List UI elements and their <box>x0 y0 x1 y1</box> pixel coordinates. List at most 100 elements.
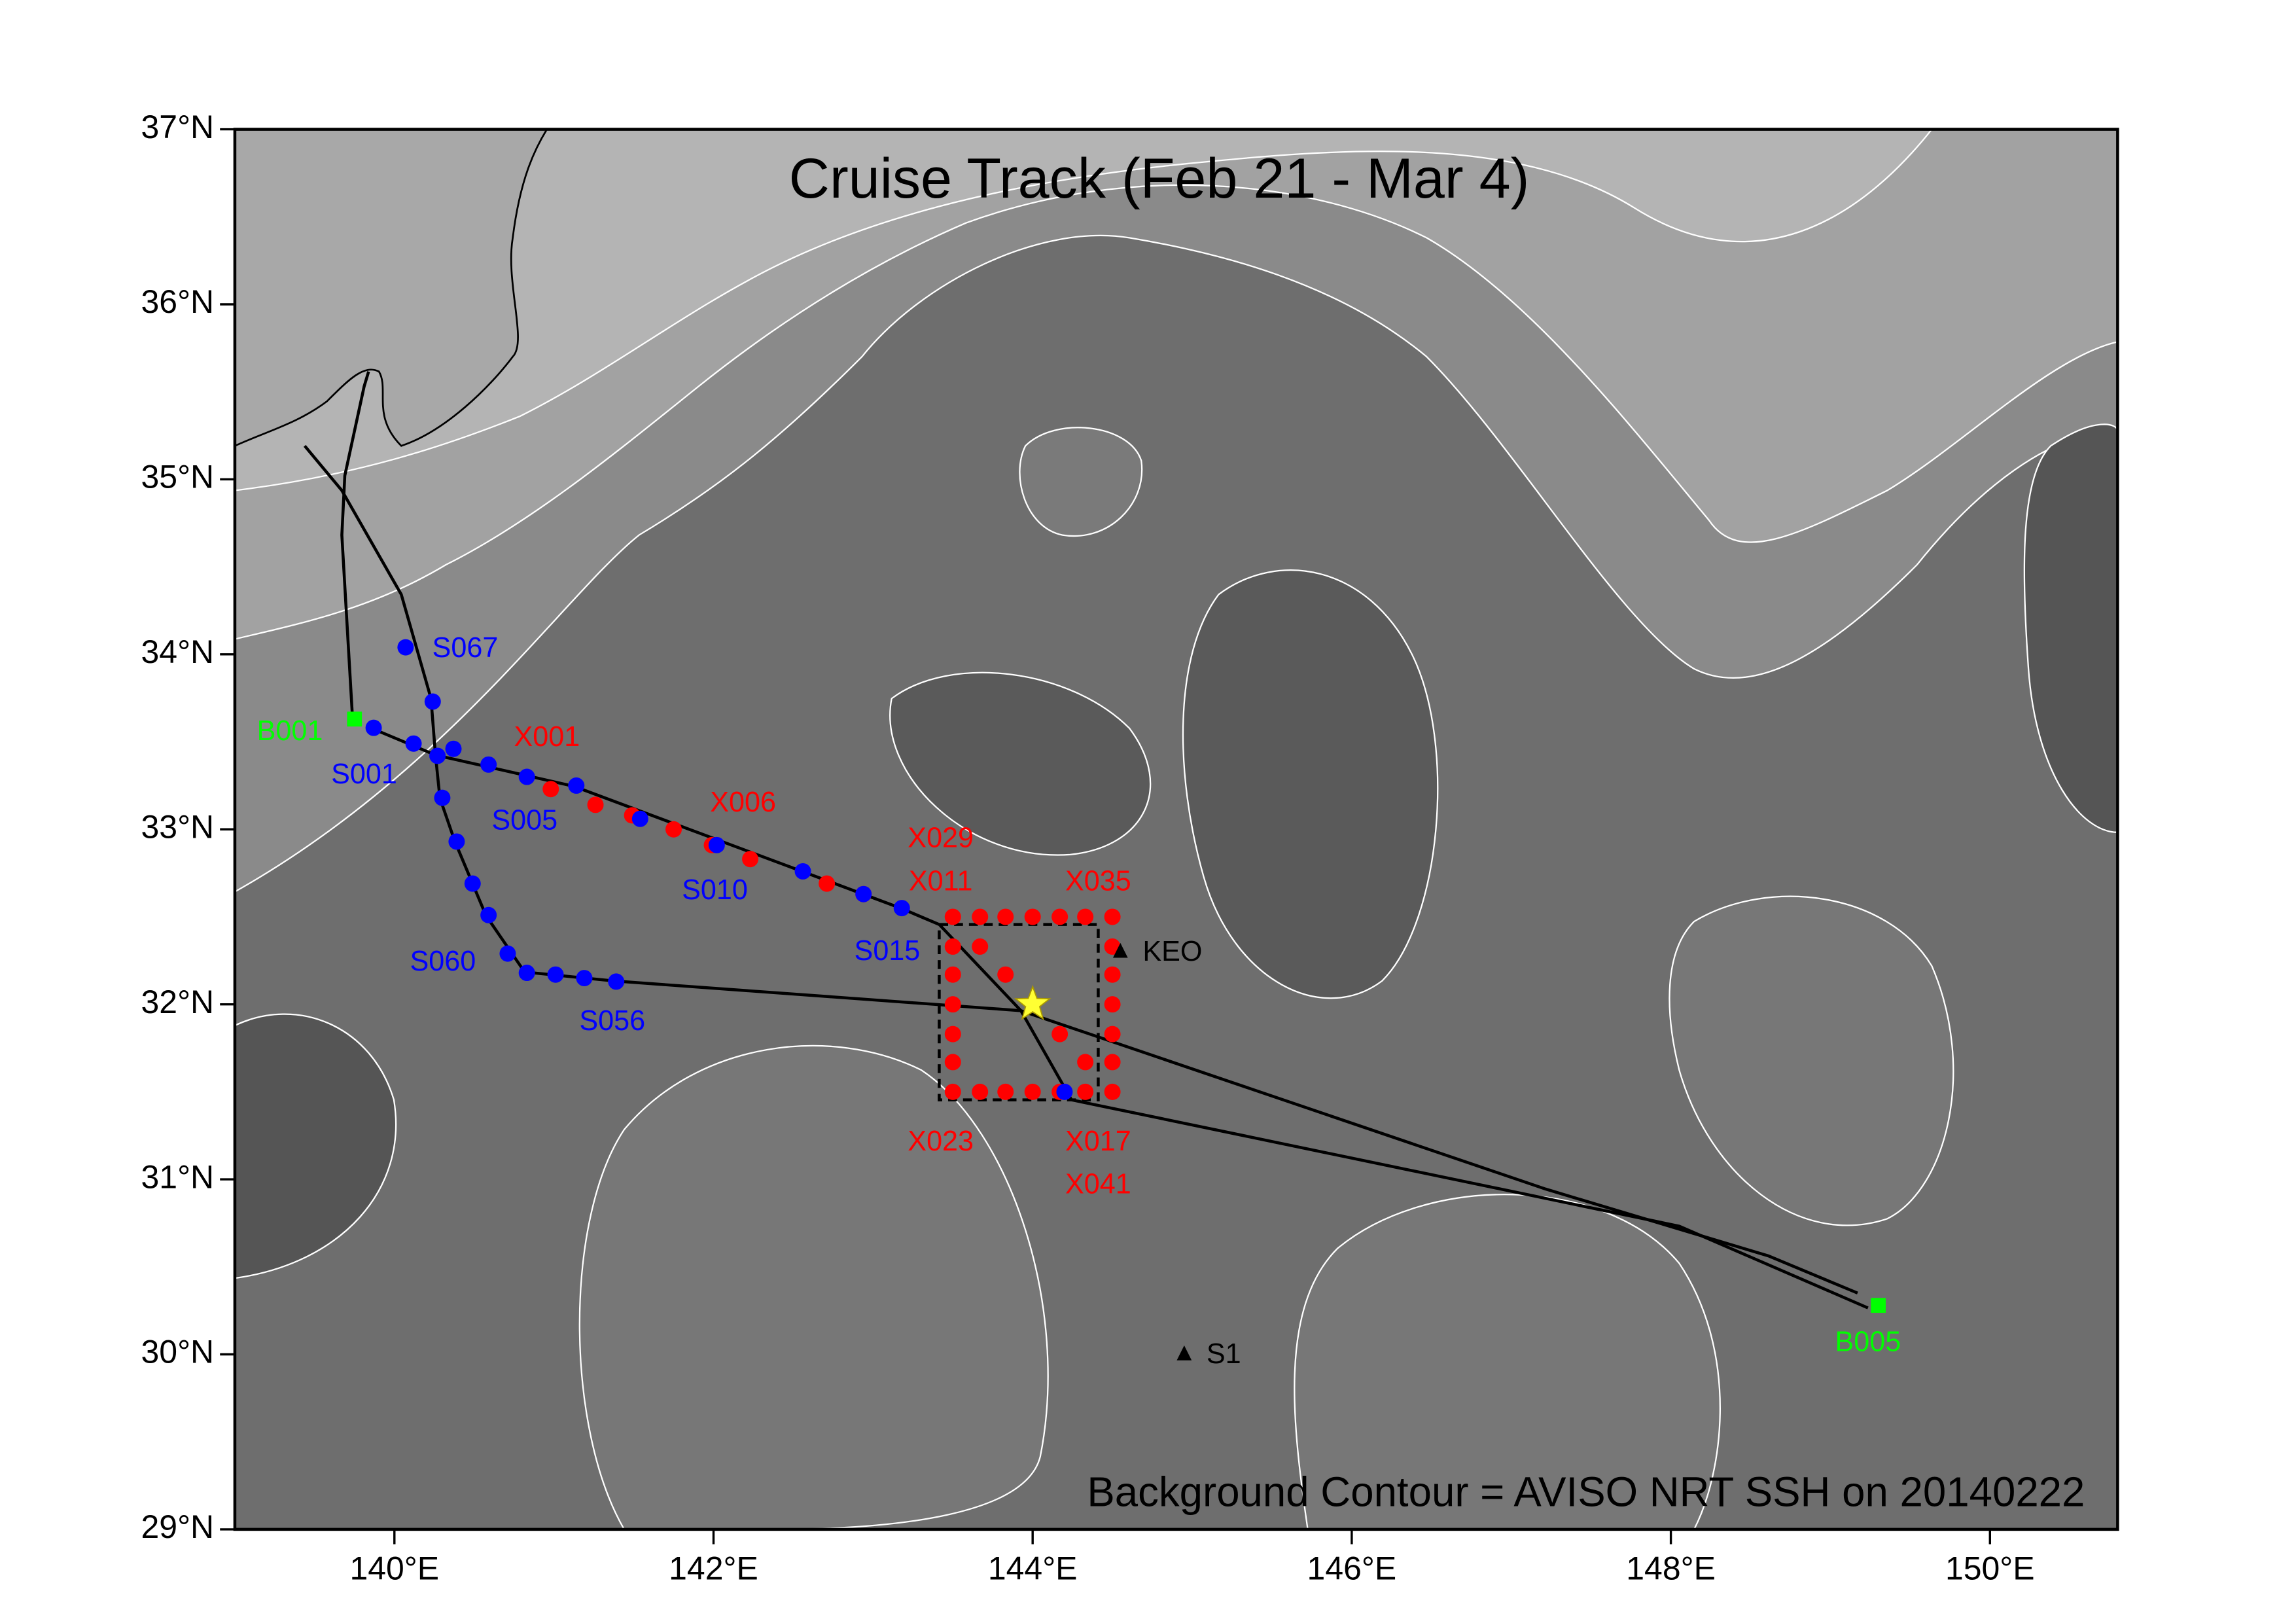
station <box>665 821 682 838</box>
station <box>1051 908 1069 925</box>
y-tick-label: 33°N <box>141 808 215 845</box>
station <box>944 938 961 955</box>
ssh-contours <box>234 129 2118 1529</box>
station <box>608 973 625 990</box>
station <box>944 966 961 983</box>
station <box>972 1083 989 1100</box>
station-label: S005 <box>491 804 557 836</box>
station <box>1104 966 1121 983</box>
station <box>547 966 564 983</box>
station <box>405 735 422 752</box>
station <box>1077 1054 1094 1071</box>
station <box>944 1026 961 1043</box>
station-label: S067 <box>433 632 499 664</box>
x-tick-label: 146°E <box>1307 1550 1397 1587</box>
station <box>568 777 585 794</box>
box-track <box>938 923 1100 1101</box>
station-label: X029 <box>908 823 974 854</box>
x-tick-label: 148°E <box>1626 1550 1716 1587</box>
station <box>794 863 811 880</box>
station <box>1104 908 1121 925</box>
station <box>1077 908 1094 925</box>
y-tick-label: 35°N <box>141 459 215 495</box>
station <box>708 836 725 853</box>
y-tick-label: 30°N <box>141 1334 215 1370</box>
y-tick-label: 29°N <box>141 1508 215 1545</box>
station-label: S056 <box>579 1005 645 1037</box>
star <box>1014 984 1051 1020</box>
endpoint <box>347 711 362 727</box>
station <box>1104 996 1121 1013</box>
station <box>972 938 989 955</box>
station <box>1024 908 1041 925</box>
station-label: X041 <box>1065 1169 1131 1200</box>
y-tick-label: 32°N <box>141 984 215 1020</box>
station <box>997 908 1014 925</box>
y-tick-label: 37°N <box>141 109 215 145</box>
x-tick-label: 150°E <box>1945 1550 2035 1587</box>
station-label: X001 <box>514 721 580 753</box>
station <box>518 965 535 982</box>
station <box>576 970 593 987</box>
station <box>518 768 535 785</box>
station <box>1056 1083 1073 1100</box>
station <box>499 945 516 962</box>
station <box>434 789 451 806</box>
annotation: Background Contour = AVISO NRT SSH on 20… <box>1087 1469 2085 1515</box>
y-tick-label: 31°N <box>141 1158 215 1195</box>
map-title: Cruise Track (Feb 21 - Mar 4) <box>789 147 1530 210</box>
station <box>944 996 961 1013</box>
mooring <box>1112 942 1128 958</box>
station <box>1024 1083 1041 1100</box>
endpoint-label: B005 <box>1835 1326 1901 1357</box>
station-label: X023 <box>908 1126 974 1157</box>
station <box>480 906 497 923</box>
station <box>1051 1026 1069 1043</box>
station-label: X017 <box>1065 1126 1131 1157</box>
x-tick-label: 144°E <box>988 1550 1078 1587</box>
station <box>445 740 462 757</box>
station-label: S060 <box>410 946 476 977</box>
y-tick-label: 36°N <box>141 283 215 320</box>
station-label: X011 <box>909 865 973 897</box>
x-tick-label: 142°E <box>669 1550 758 1587</box>
station <box>429 747 446 764</box>
station-label: S001 <box>331 758 397 790</box>
station <box>542 781 559 798</box>
station <box>448 833 465 850</box>
station <box>365 719 382 736</box>
station <box>1104 1026 1121 1043</box>
station <box>1077 1083 1094 1100</box>
station <box>397 639 414 656</box>
station <box>587 796 604 813</box>
station-label: X006 <box>710 787 776 818</box>
station <box>893 900 910 917</box>
endpoint <box>1871 1298 1886 1313</box>
mooring <box>1176 1345 1192 1361</box>
station <box>944 1054 961 1071</box>
y-tick-label: 34°N <box>141 633 215 670</box>
endpoint-label: B001 <box>257 715 323 747</box>
station <box>997 966 1014 983</box>
station-label: S015 <box>855 935 921 967</box>
station <box>1104 1054 1121 1071</box>
x-tick-label: 140°E <box>349 1550 439 1587</box>
station-label: S010 <box>682 874 748 906</box>
mooring-label: KEO <box>1142 936 1202 967</box>
station <box>424 693 441 710</box>
station <box>464 875 481 892</box>
station <box>480 756 497 773</box>
station <box>631 810 648 827</box>
station <box>944 908 961 925</box>
station <box>972 908 989 925</box>
mooring-label: S1 <box>1207 1338 1241 1370</box>
track-line <box>340 371 370 714</box>
station <box>819 875 836 892</box>
station <box>742 851 759 868</box>
station <box>944 1083 961 1100</box>
station <box>1104 938 1121 955</box>
station-label: X035 <box>1065 865 1131 897</box>
station <box>1104 1083 1121 1100</box>
